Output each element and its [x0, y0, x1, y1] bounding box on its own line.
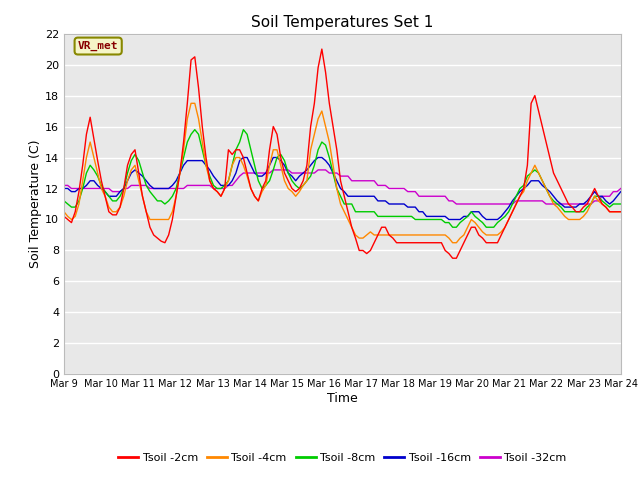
X-axis label: Time: Time: [327, 392, 358, 405]
Legend: Tsoil -2cm, Tsoil -4cm, Tsoil -8cm, Tsoil -16cm, Tsoil -32cm: Tsoil -2cm, Tsoil -4cm, Tsoil -8cm, Tsoi…: [114, 448, 571, 467]
Text: VR_met: VR_met: [78, 41, 118, 51]
Y-axis label: Soil Temperature (C): Soil Temperature (C): [29, 140, 42, 268]
Title: Soil Temperatures Set 1: Soil Temperatures Set 1: [252, 15, 433, 30]
